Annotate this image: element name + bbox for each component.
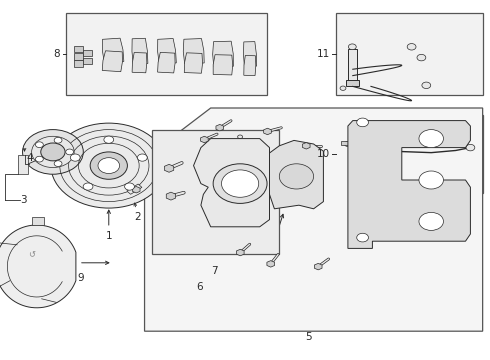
Circle shape (32, 136, 74, 167)
Text: 2: 2 (134, 212, 141, 222)
Circle shape (238, 135, 243, 139)
Circle shape (238, 160, 243, 164)
Circle shape (247, 139, 257, 146)
Circle shape (419, 130, 443, 148)
Polygon shape (145, 108, 483, 331)
Text: 9: 9 (77, 273, 84, 283)
Polygon shape (183, 39, 204, 64)
Circle shape (54, 161, 62, 166)
Bar (336, 13, 483, 95)
Text: 8: 8 (53, 49, 60, 59)
Bar (74, 53, 83, 60)
Circle shape (66, 149, 74, 155)
Circle shape (354, 150, 361, 156)
Circle shape (419, 171, 443, 189)
Text: 10: 10 (317, 149, 330, 159)
Circle shape (279, 164, 314, 189)
Circle shape (90, 152, 127, 179)
Polygon shape (213, 55, 233, 75)
Circle shape (104, 136, 114, 143)
Circle shape (83, 183, 93, 190)
Bar (74, 60, 83, 67)
Circle shape (124, 183, 134, 190)
Text: 1: 1 (105, 231, 112, 241)
Polygon shape (213, 41, 233, 67)
Bar (152, 130, 279, 254)
Circle shape (235, 133, 245, 140)
Circle shape (54, 138, 62, 143)
Polygon shape (102, 38, 124, 63)
Text: 4: 4 (26, 153, 33, 163)
Circle shape (41, 143, 65, 161)
Text: 5: 5 (305, 332, 312, 342)
Polygon shape (0, 225, 76, 308)
Polygon shape (132, 38, 148, 64)
Circle shape (357, 233, 368, 242)
Text: 7: 7 (211, 266, 218, 276)
Circle shape (235, 158, 245, 166)
Polygon shape (267, 140, 323, 209)
Bar (341, 141, 350, 145)
Polygon shape (184, 53, 202, 73)
Circle shape (344, 141, 351, 147)
Circle shape (221, 170, 259, 197)
Circle shape (407, 44, 416, 50)
Circle shape (213, 164, 267, 203)
Circle shape (419, 212, 443, 230)
Circle shape (71, 154, 80, 161)
Bar (336, 115, 483, 193)
Polygon shape (244, 42, 257, 66)
Circle shape (422, 82, 431, 89)
Circle shape (98, 158, 120, 174)
Polygon shape (244, 55, 256, 76)
Text: $\circlearrowleft$: $\circlearrowleft$ (27, 250, 37, 260)
Bar (83, 58, 92, 64)
Text: 3: 3 (20, 195, 27, 205)
Circle shape (35, 156, 43, 162)
Circle shape (340, 86, 346, 90)
Circle shape (250, 140, 255, 144)
Text: 11: 11 (317, 49, 330, 59)
Circle shape (348, 44, 356, 50)
Polygon shape (102, 51, 122, 72)
Bar (66, 13, 267, 95)
Bar (32, 217, 44, 225)
Bar (346, 80, 359, 86)
Circle shape (417, 54, 426, 61)
Circle shape (351, 145, 358, 150)
Circle shape (137, 154, 147, 161)
Bar (83, 50, 92, 56)
Bar (18, 155, 28, 174)
Polygon shape (158, 53, 175, 73)
Bar (348, 49, 357, 83)
Circle shape (23, 130, 83, 174)
Text: 6: 6 (196, 282, 203, 292)
Bar (74, 46, 83, 52)
Polygon shape (132, 53, 147, 73)
Circle shape (51, 123, 167, 208)
Polygon shape (348, 121, 470, 248)
Circle shape (466, 144, 475, 151)
Polygon shape (158, 39, 176, 64)
Bar (127, 184, 142, 194)
Circle shape (357, 118, 368, 127)
Circle shape (35, 142, 43, 148)
Polygon shape (194, 139, 270, 227)
